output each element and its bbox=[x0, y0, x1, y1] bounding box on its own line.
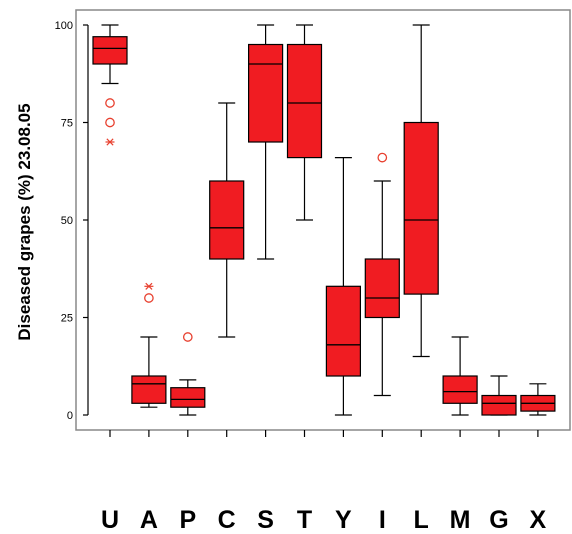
box-U bbox=[92, 24, 128, 146]
outlier-point bbox=[377, 152, 388, 163]
box-S bbox=[248, 24, 284, 260]
y-tick-label: 25 bbox=[61, 313, 73, 325]
y-axis-label: Diseased grapes (%) 23.08.05 bbox=[15, 103, 34, 340]
box-T bbox=[286, 24, 323, 221]
box-body bbox=[286, 43, 323, 159]
box-body bbox=[209, 180, 245, 260]
category-label: A bbox=[140, 506, 158, 534]
box-C bbox=[209, 102, 245, 338]
category-label: L bbox=[414, 506, 429, 534]
outlier-point bbox=[105, 117, 115, 128]
box-L bbox=[403, 24, 439, 358]
category-label: U bbox=[101, 506, 119, 534]
category-label: Y bbox=[335, 506, 352, 534]
box-body bbox=[92, 36, 128, 65]
y-ticks: 0 25 50 75 100 bbox=[55, 20, 88, 422]
boxes bbox=[92, 24, 556, 416]
box-M bbox=[442, 336, 478, 416]
box-Y bbox=[325, 157, 361, 416]
extreme-point bbox=[144, 282, 154, 290]
extreme-stroke bbox=[106, 138, 114, 146]
box-A bbox=[131, 282, 167, 408]
plot-frame bbox=[75, 9, 571, 431]
box-body bbox=[403, 121, 439, 295]
x-ticks bbox=[109, 430, 539, 437]
outlier-point bbox=[182, 332, 193, 342]
box-body bbox=[248, 43, 284, 143]
y-tick-label: 100 bbox=[55, 20, 73, 32]
category-label: G bbox=[489, 506, 508, 534]
box-body bbox=[481, 394, 517, 416]
category-label: P bbox=[179, 506, 196, 534]
box-I bbox=[364, 152, 400, 397]
extreme-point bbox=[105, 138, 115, 146]
box-body bbox=[170, 387, 206, 408]
category-label: M bbox=[450, 506, 471, 534]
box-body bbox=[442, 375, 478, 404]
outlier-point bbox=[105, 98, 115, 108]
category-label: S bbox=[257, 506, 274, 534]
category-label: X bbox=[530, 506, 547, 534]
box-P bbox=[170, 332, 206, 416]
extreme-stroke bbox=[145, 282, 153, 290]
box-body bbox=[131, 375, 167, 404]
box-body bbox=[364, 258, 400, 319]
y-tick-label: 50 bbox=[61, 215, 73, 227]
category-label: T bbox=[297, 506, 312, 534]
box-body bbox=[325, 285, 361, 377]
category-label: I bbox=[379, 506, 386, 534]
y-tick-label: 75 bbox=[61, 118, 73, 130]
category-label: C bbox=[218, 506, 236, 534]
box-G bbox=[481, 375, 517, 416]
box-X bbox=[520, 383, 556, 416]
y-tick-label: 0 bbox=[67, 410, 73, 422]
outlier-point bbox=[144, 293, 154, 303]
